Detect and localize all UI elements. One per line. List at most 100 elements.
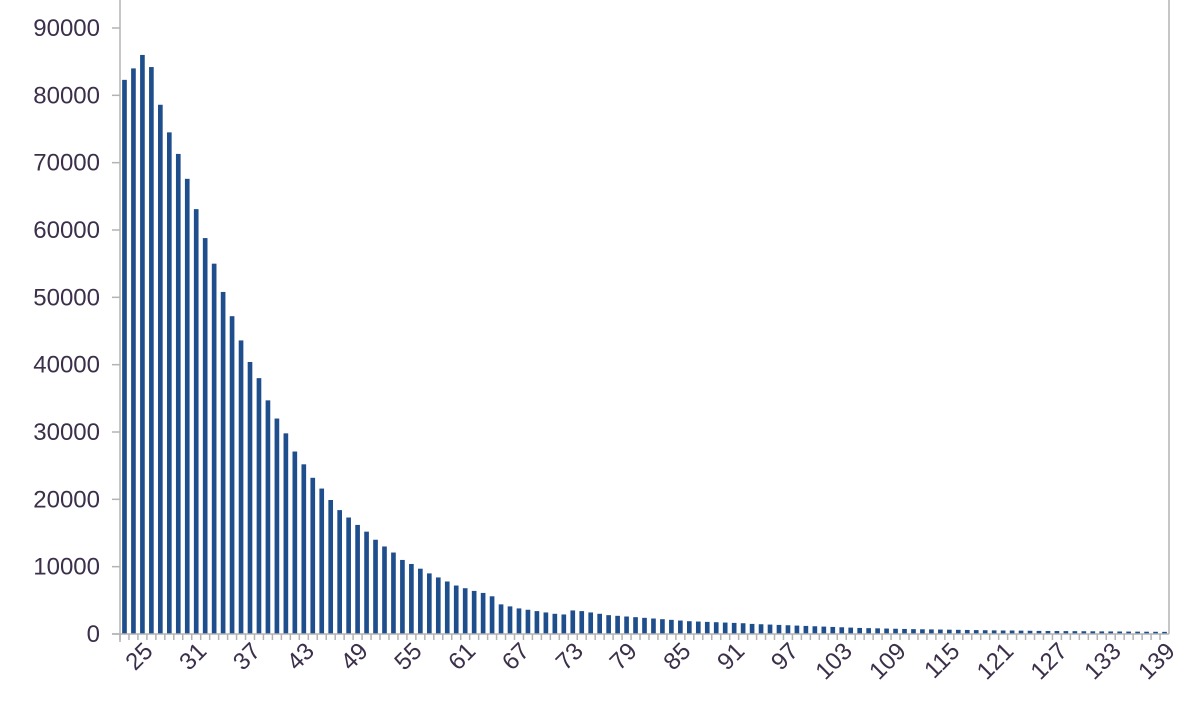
x-tick-label: 139 xyxy=(1133,638,1179,685)
y-tick-label: 0 xyxy=(87,621,100,648)
bar xyxy=(651,618,656,634)
bar xyxy=(848,627,854,634)
bar xyxy=(310,477,316,634)
x-tick-label: 109 xyxy=(864,638,911,685)
x-tick-label: 43 xyxy=(282,638,320,676)
bar xyxy=(525,609,531,634)
bar xyxy=(256,378,262,634)
bar xyxy=(418,568,423,634)
bar xyxy=(866,628,871,634)
x-tick-label: 97 xyxy=(766,638,804,676)
bar xyxy=(857,627,863,634)
bar xyxy=(973,630,979,634)
bar xyxy=(247,361,253,634)
bar xyxy=(382,546,387,634)
bar xyxy=(292,451,298,634)
bar xyxy=(489,596,495,634)
x-tick-label: 31 xyxy=(174,638,212,676)
x-tick-label: 115 xyxy=(919,638,965,684)
x-tick-label: 133 xyxy=(1079,638,1126,685)
bar xyxy=(1117,631,1123,634)
bar xyxy=(193,209,199,635)
bar xyxy=(606,615,611,634)
bar xyxy=(1162,631,1167,634)
bar xyxy=(947,629,952,634)
bar xyxy=(1036,630,1042,634)
bar xyxy=(686,621,692,634)
bar xyxy=(704,621,710,634)
bar xyxy=(794,625,800,634)
x-tick-label: 49 xyxy=(336,638,374,676)
bar xyxy=(355,524,360,634)
bar xyxy=(893,628,898,634)
bar xyxy=(166,132,172,634)
y-axis: 0 10000 20000 30000 40000 50000 60000 70000 8000… xyxy=(33,0,1170,648)
bar xyxy=(776,624,782,634)
bar xyxy=(426,573,432,634)
bar xyxy=(1108,631,1114,634)
bar xyxy=(480,592,486,634)
x-tick-label: 61 xyxy=(443,638,481,676)
bar xyxy=(1153,631,1158,634)
bar xyxy=(1027,630,1033,634)
x-tick-label: 91 xyxy=(712,638,750,676)
bar xyxy=(642,617,647,634)
bar xyxy=(1018,630,1024,634)
x-tick-label: 79 xyxy=(605,638,643,676)
bar xyxy=(516,608,522,634)
bar xyxy=(265,400,271,634)
bar xyxy=(982,630,988,634)
y-tick-label: 40000 xyxy=(33,352,100,379)
bar xyxy=(498,604,504,634)
bar xyxy=(346,517,351,634)
bar xyxy=(911,629,916,634)
bar xyxy=(1072,631,1078,634)
bar xyxy=(158,104,163,634)
bar xyxy=(543,612,549,634)
bar xyxy=(749,623,755,634)
bar xyxy=(435,577,441,634)
bar xyxy=(552,613,558,634)
y-tick-label: 50000 xyxy=(33,284,100,311)
bar xyxy=(695,621,701,634)
bar xyxy=(453,585,459,634)
bar xyxy=(991,630,997,634)
bar xyxy=(400,559,405,634)
bar xyxy=(409,563,414,634)
bar xyxy=(184,178,190,634)
bar xyxy=(175,153,181,634)
bar xyxy=(1000,630,1006,634)
bar xyxy=(722,622,728,634)
bar xyxy=(955,629,961,634)
bar xyxy=(803,625,809,634)
x-tick-label: 127 xyxy=(1026,638,1073,685)
y-tick-label: 60000 xyxy=(33,217,100,244)
bar xyxy=(391,552,396,634)
y-tick-label: 10000 xyxy=(33,554,100,581)
x-tick-label: 67 xyxy=(497,638,535,676)
bar xyxy=(1090,631,1096,634)
bar xyxy=(875,628,880,634)
bar xyxy=(929,629,934,634)
bar xyxy=(633,617,638,634)
y-tick-label: 20000 xyxy=(33,486,100,513)
bar xyxy=(588,612,594,634)
bar xyxy=(830,626,836,634)
bar xyxy=(507,606,513,634)
bar xyxy=(884,628,889,634)
bars-group xyxy=(122,54,1167,635)
x-axis: 25 31 37 43 49 55 61 67 73 79 85 91 97 103 109 115 121 12… xyxy=(112,633,1179,685)
bar xyxy=(283,433,289,634)
bar xyxy=(319,488,325,634)
bar xyxy=(1063,631,1069,634)
x-tick-label: 73 xyxy=(551,638,589,676)
bar xyxy=(902,628,907,634)
x-tick-label: 121 xyxy=(972,638,1019,685)
bar xyxy=(920,629,925,634)
x-tick-label: 25 xyxy=(120,638,158,676)
bar xyxy=(122,79,127,634)
bar xyxy=(444,581,450,634)
bar xyxy=(1081,631,1087,634)
bar xyxy=(597,613,603,634)
